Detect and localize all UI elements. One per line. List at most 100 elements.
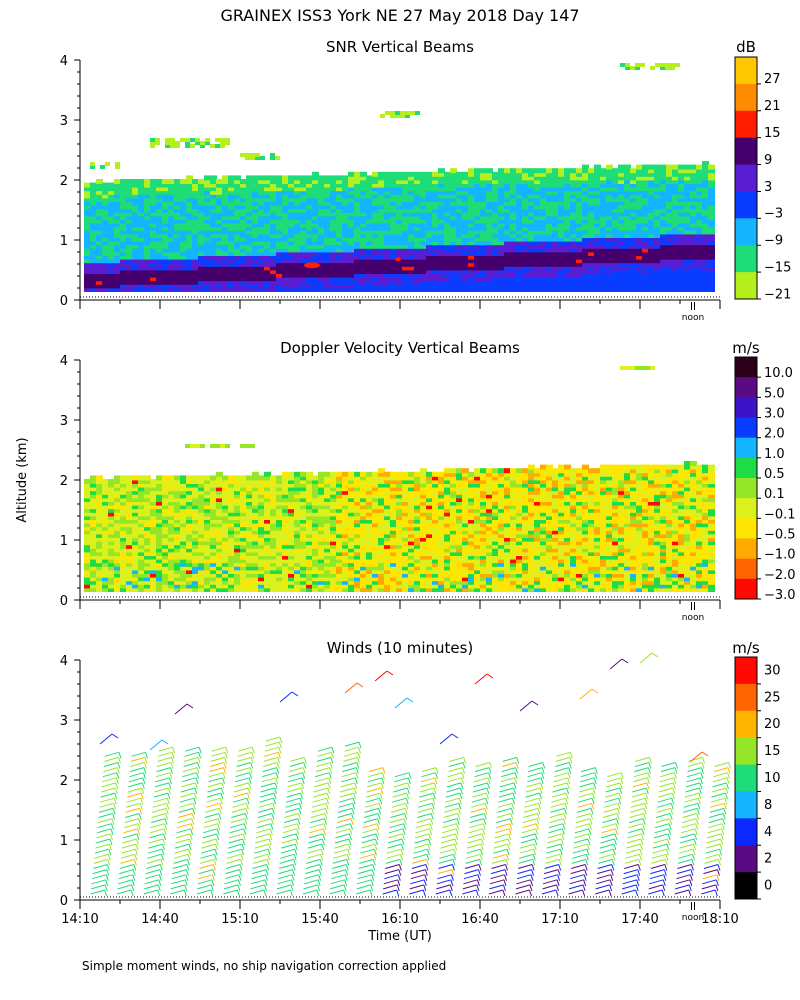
doppler-cell xyxy=(276,579,283,585)
snr-cell xyxy=(402,207,409,213)
snr-cell xyxy=(222,222,229,228)
snr-cell xyxy=(486,193,493,199)
snr-cell xyxy=(432,261,439,267)
doppler-cell xyxy=(330,507,337,513)
snr-cell xyxy=(606,164,613,170)
snr-patch-cell xyxy=(395,111,400,115)
snr-cell xyxy=(576,175,583,181)
snr-cell xyxy=(648,189,655,195)
snr-cell xyxy=(252,258,259,264)
doppler-cell xyxy=(288,475,295,481)
snr-cell xyxy=(570,276,577,282)
snr-cell xyxy=(444,218,451,224)
snr-cell xyxy=(528,276,535,282)
doppler-cell xyxy=(312,561,319,567)
snr-cell xyxy=(156,272,163,278)
snr-cell xyxy=(648,283,655,289)
doppler-cell xyxy=(210,569,217,574)
snr-cell xyxy=(384,200,391,206)
snr-cell xyxy=(366,261,373,267)
snr-cell xyxy=(528,215,535,220)
snr-cell xyxy=(600,283,607,289)
snr-cell xyxy=(348,175,355,181)
snr-cell xyxy=(648,251,655,256)
snr-cell xyxy=(552,287,559,292)
snr-cell xyxy=(102,229,109,235)
snr-patch-cell xyxy=(115,165,120,169)
snr-cell xyxy=(504,218,511,224)
snr-cell xyxy=(414,247,421,253)
snr-cell xyxy=(294,197,301,202)
snr-cell xyxy=(228,269,235,274)
snr-cell xyxy=(600,225,607,231)
doppler-cell xyxy=(210,554,217,560)
snr-cell xyxy=(396,251,403,256)
snr-cell xyxy=(480,233,487,238)
snr-cell xyxy=(384,258,391,264)
doppler-cell xyxy=(108,479,115,484)
doppler-cell xyxy=(258,493,265,499)
snr-cell xyxy=(120,258,127,264)
snr-cell xyxy=(372,207,379,213)
snr-cell xyxy=(342,254,349,260)
doppler-cell xyxy=(150,486,157,492)
doppler-cell xyxy=(300,493,307,499)
snr-cell xyxy=(384,229,391,235)
doppler-cell xyxy=(312,522,319,528)
snr-cell xyxy=(420,215,427,220)
snr-cell xyxy=(354,265,361,271)
snr-cell xyxy=(588,229,595,235)
snr-cell xyxy=(108,211,115,217)
snr-cell xyxy=(210,186,217,192)
colorbar-swatch xyxy=(735,245,757,273)
doppler-cell xyxy=(312,500,319,506)
snr-cell xyxy=(126,243,133,249)
snr-cell xyxy=(570,197,577,202)
snr-cell xyxy=(708,186,715,192)
snr-cell xyxy=(180,182,187,188)
doppler-cell xyxy=(276,565,283,571)
snr-cell xyxy=(126,265,133,271)
doppler-cell xyxy=(228,576,235,582)
snr-cell xyxy=(102,287,109,292)
snr-cell xyxy=(84,254,91,260)
doppler-cell xyxy=(336,587,343,592)
snr-cell xyxy=(660,182,667,188)
doppler-cell xyxy=(252,583,259,589)
snr-cell xyxy=(270,197,277,202)
snr-cell xyxy=(672,236,679,242)
doppler-cell xyxy=(216,507,223,513)
doppler-cell xyxy=(96,572,103,578)
doppler-cell xyxy=(168,551,175,556)
snr-cell xyxy=(594,269,601,274)
doppler-cell xyxy=(264,515,271,520)
snr-cell xyxy=(426,204,433,210)
doppler-cell xyxy=(240,479,247,484)
doppler-cell xyxy=(246,493,253,499)
snr-cell xyxy=(276,258,283,264)
doppler-cell xyxy=(138,565,145,571)
snr-cell xyxy=(450,186,457,192)
doppler-cell xyxy=(114,533,121,538)
snr-cell xyxy=(516,261,523,267)
doppler-cell xyxy=(204,482,211,488)
snr-cell xyxy=(462,276,469,282)
doppler-cell xyxy=(96,515,103,520)
doppler-cell xyxy=(156,558,163,564)
doppler-cell xyxy=(114,489,121,495)
snr-cell xyxy=(420,240,427,246)
doppler-cell xyxy=(150,497,157,502)
snr-cell xyxy=(270,236,277,242)
snr-cell xyxy=(84,283,91,289)
doppler-cell xyxy=(276,569,283,574)
doppler-cell xyxy=(264,543,271,549)
snr-cell xyxy=(138,179,145,184)
doppler-cell xyxy=(318,561,325,567)
snr-cell xyxy=(426,240,433,246)
snr-cell xyxy=(450,222,457,228)
doppler-cell xyxy=(198,500,205,506)
snr-cell xyxy=(654,168,661,174)
y-tick-label: 0 xyxy=(60,294,68,309)
snr-cell xyxy=(288,182,295,188)
snr-cell xyxy=(312,204,319,210)
